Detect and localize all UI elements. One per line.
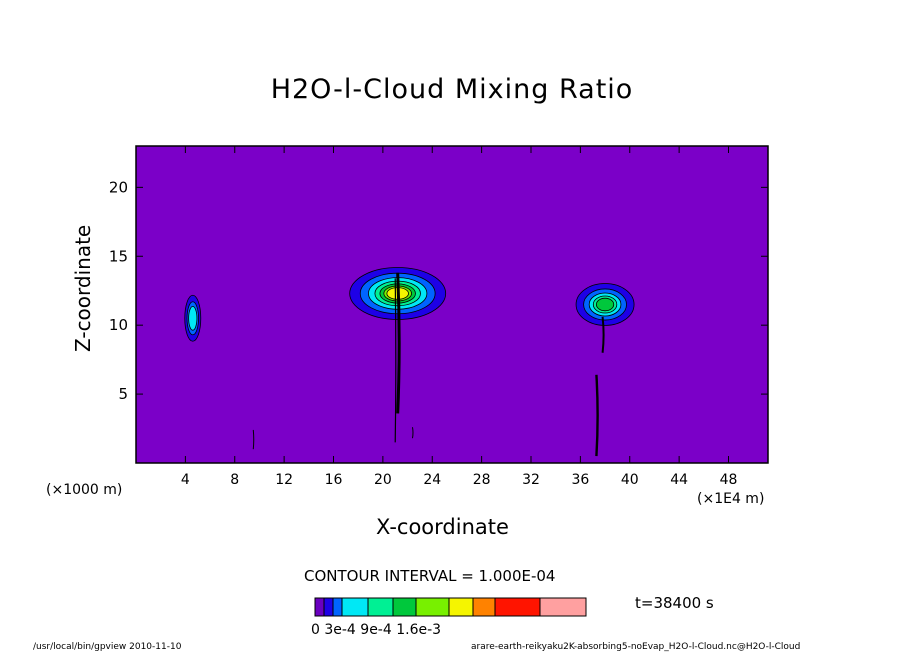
colorbar-swatch	[392, 597, 417, 617]
y-tick-label: 10	[109, 316, 128, 334]
y-tick-label: 15	[109, 247, 128, 265]
colorbar-swatch	[341, 597, 369, 617]
plot-frame	[135, 145, 769, 464]
colorbar-swatch	[323, 597, 334, 617]
y-tick-label: 5	[118, 385, 128, 403]
x-tick-label: 32	[522, 472, 540, 488]
x-axis-unit-left: (×1000 m)	[46, 482, 123, 498]
colorbar-swatch	[448, 597, 474, 617]
colorbar	[314, 597, 587, 617]
time-label: t=38400 s	[635, 594, 714, 612]
x-tick-label: 4	[181, 472, 190, 488]
x-tick-label: 44	[670, 472, 688, 488]
colorbar-swatch	[314, 597, 325, 617]
y-tick-label: 20	[109, 178, 128, 196]
contour-interval-text: CONTOUR INTERVAL = 1.000E-04	[304, 567, 556, 585]
x-axis-label: X-coordinate	[376, 515, 509, 539]
x-tick-label: 20	[374, 472, 392, 488]
contour-streak	[412, 427, 414, 439]
colorbar-tick-labels: 0 3e-4 9e-4 1.6e-3	[311, 622, 442, 638]
contour-streak	[595, 374, 599, 457]
x-tick-label: 40	[621, 472, 639, 488]
y-ticks: 5 10 15 20	[109, 178, 768, 403]
x-tick-label: 36	[571, 472, 589, 488]
chart-title: H2O-l-Cloud Mixing Ratio	[270, 74, 634, 105]
colorbar-swatch	[539, 597, 587, 617]
colorbar-swatch	[415, 597, 450, 617]
x-tick-label: 28	[473, 472, 491, 488]
colorbar-swatch	[367, 597, 394, 617]
x-tick-label: 16	[325, 472, 343, 488]
contour-streak	[394, 278, 397, 443]
colorbar-swatch	[472, 597, 496, 617]
contour-streak	[252, 429, 255, 450]
plot-background	[136, 146, 768, 463]
x-ticks: 4 8 12 16 20 24 28 32 36 40 44 48	[181, 146, 738, 488]
x-tick-label: 8	[230, 472, 239, 488]
contour-streak	[396, 272, 401, 414]
footer-source: arare-earth-reikyaku2K-absorbing5-noEvap…	[471, 642, 801, 652]
contour-band	[188, 305, 198, 331]
contour-streaks	[252, 272, 605, 457]
colorbar-swatch	[494, 597, 541, 617]
x-tick-label: 12	[275, 472, 293, 488]
x-tick-label: 24	[423, 472, 441, 488]
x-tick-label: 48	[720, 472, 738, 488]
x-axis-unit-right: (×1E4 m)	[697, 491, 765, 507]
footer-command: /usr/local/bin/gpview 2010-11-10	[33, 642, 182, 652]
contour-band	[595, 297, 615, 312]
colorbar-swatch	[332, 597, 343, 617]
contour-streak	[601, 316, 605, 353]
